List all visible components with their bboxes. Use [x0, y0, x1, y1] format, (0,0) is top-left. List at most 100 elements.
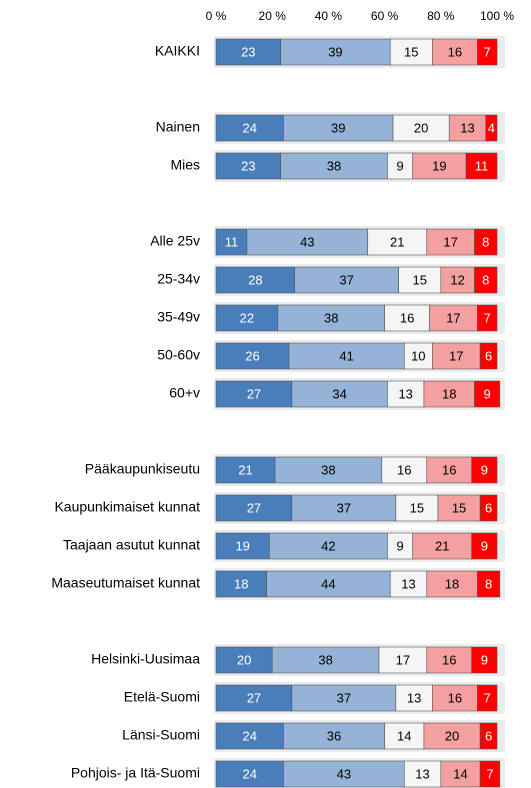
value-label: 9: [396, 158, 403, 173]
value-label: 15: [452, 500, 466, 515]
bar-segment: [215, 722, 284, 750]
value-label: 8: [485, 576, 492, 591]
value-label: 11: [475, 158, 489, 173]
value-label: 9: [481, 652, 488, 667]
bar-segment: [395, 684, 433, 712]
value-label: 28: [248, 272, 262, 287]
bar-segment: [215, 494, 293, 522]
x-tick-label: 100 %: [480, 9, 514, 23]
bar-segment: [437, 494, 481, 522]
category-label: Pohjois- ja Itä-Suomi: [71, 765, 200, 781]
value-label: 9: [481, 462, 488, 477]
category-label: Pääkaupunkiseutu: [85, 461, 200, 477]
bar-segment: [271, 646, 380, 674]
bar-segment: [215, 266, 295, 294]
value-label: 16: [448, 690, 462, 705]
value-label: 37: [337, 690, 351, 705]
bar-segment: [215, 646, 273, 674]
value-label: 13: [460, 120, 474, 135]
value-label: 16: [442, 652, 456, 667]
bar-segment: [432, 38, 478, 66]
bar-segment: [485, 114, 498, 142]
category-label: Nainen: [156, 119, 200, 135]
value-label: 14: [453, 766, 467, 781]
bar-segment: [215, 532, 270, 560]
value-label: 16: [397, 462, 411, 477]
bar-segment: [471, 646, 498, 674]
x-tick-label: 80 %: [427, 9, 455, 23]
bar-segment: [392, 114, 450, 142]
bar-segment: [283, 760, 405, 788]
value-label: 27: [247, 690, 261, 705]
bar-segment: [479, 342, 498, 370]
bar-segment: [477, 38, 498, 66]
value-label: 20: [445, 728, 459, 743]
value-label: 8: [482, 234, 489, 249]
value-label: 16: [448, 44, 462, 59]
bar-segment: [384, 304, 430, 332]
value-label: 7: [484, 310, 491, 325]
bar-segment: [387, 152, 414, 180]
bar-segment: [389, 570, 428, 598]
value-label: 37: [337, 500, 351, 515]
value-label: 10: [411, 348, 425, 363]
value-label: 27: [247, 500, 261, 515]
value-label: 9: [481, 538, 488, 553]
bar-segment: [426, 646, 473, 674]
value-label: 38: [321, 462, 335, 477]
category-label: 60+v: [169, 385, 200, 401]
bar-segment: [477, 304, 498, 332]
bar-segment: [283, 114, 394, 142]
bar-segment: [426, 228, 475, 256]
category-label: 25-34v: [157, 271, 200, 287]
value-label: 23: [241, 158, 255, 173]
value-label: 16: [442, 462, 456, 477]
bar-segment: [448, 114, 487, 142]
x-tick-label: 20 %: [259, 9, 287, 23]
value-label: 4: [488, 120, 495, 135]
value-label: 43: [337, 766, 351, 781]
value-label: 7: [486, 766, 493, 781]
bar-segment: [471, 456, 498, 484]
value-label: 13: [401, 576, 415, 591]
value-label: 23: [241, 44, 255, 59]
value-label: 6: [485, 500, 492, 515]
bar-segment: [465, 152, 498, 180]
bar-segment: [479, 494, 498, 522]
value-label: 17: [449, 348, 463, 363]
category-label: Mies: [170, 157, 200, 173]
value-label: 43: [300, 234, 314, 249]
bar-segment: [423, 380, 475, 408]
bar-segment: [274, 456, 383, 484]
category-label: Alle 25v: [150, 233, 200, 249]
bar-segment: [291, 684, 397, 712]
value-label: 19: [432, 158, 446, 173]
value-label: 44: [321, 576, 335, 591]
bar-segment: [215, 152, 281, 180]
bar-segment: [471, 532, 498, 560]
value-label: 39: [331, 120, 345, 135]
bar-segment: [474, 266, 498, 294]
value-label: 38: [318, 652, 332, 667]
value-label: 39: [328, 44, 342, 59]
value-label: 16: [400, 310, 414, 325]
value-label: 17: [443, 234, 457, 249]
value-label: 6: [485, 348, 492, 363]
bar-segment: [277, 304, 385, 332]
bar-segment: [266, 570, 391, 598]
value-label: 20: [414, 120, 428, 135]
value-label: 21: [390, 234, 404, 249]
value-label: 12: [450, 272, 464, 287]
value-label: 20: [237, 652, 251, 667]
value-label: 27: [247, 386, 261, 401]
value-label: 9: [396, 538, 403, 553]
bar-segment: [215, 456, 276, 484]
bar-segment: [432, 342, 481, 370]
bar-segment: [474, 228, 498, 256]
bar-segment: [429, 304, 478, 332]
category-label: 50-60v: [157, 347, 200, 363]
value-label: 42: [321, 538, 335, 553]
bar-segment: [423, 722, 481, 750]
value-label: 21: [238, 462, 252, 477]
bar-segment: [215, 684, 293, 712]
